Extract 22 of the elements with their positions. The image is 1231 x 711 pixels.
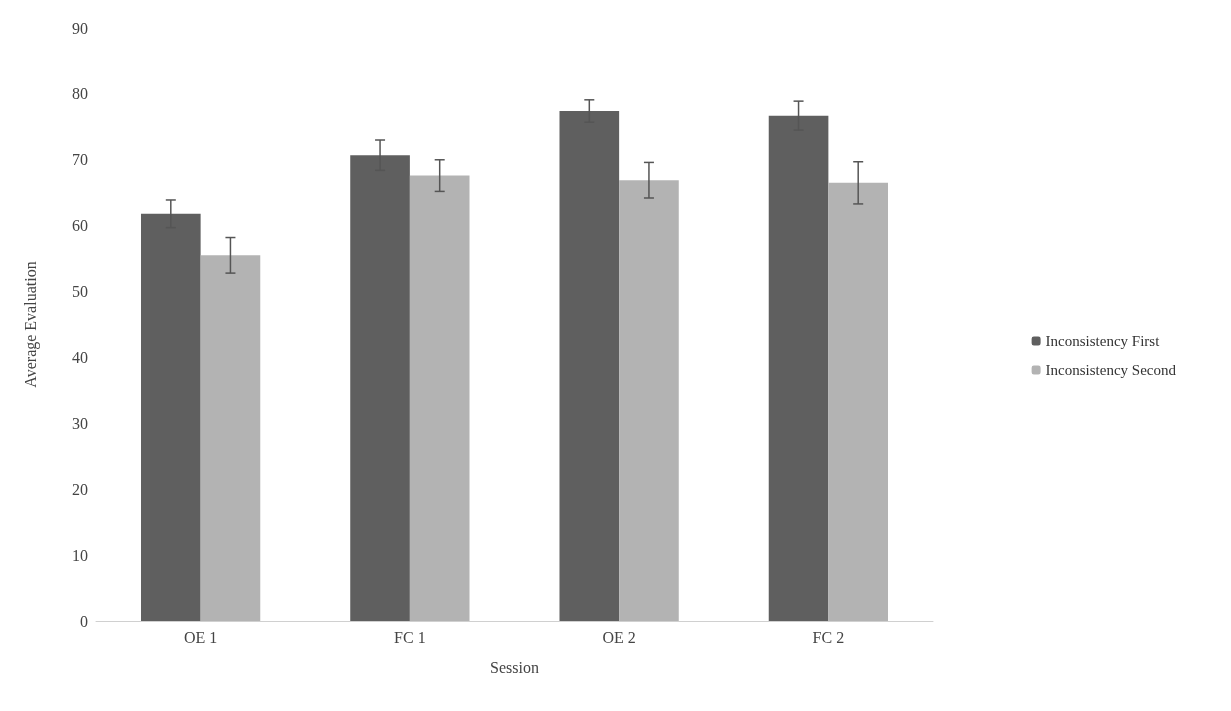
x-tick-label: FC 2 [812,628,845,646]
y-tick-label: 80 [72,85,88,103]
y-tick-label: 40 [72,348,88,366]
x-axis-title: Session [490,658,539,676]
y-tick-label: 90 [72,19,88,37]
y-tick-label: 0 [80,612,88,630]
y-tick-label: 20 [72,480,88,498]
y-tick-label: 30 [72,414,88,432]
bar [200,255,261,621]
bar [828,182,889,621]
bar [409,175,470,621]
bar [619,180,679,621]
y-axis-title: Average Evaluation [21,261,40,388]
y-tick-label: 60 [72,217,88,235]
y-tick-label: 50 [72,283,88,301]
legend-label: Inconsistency Second [1045,362,1177,378]
y-tick-label: 70 [72,151,88,169]
x-tick-label: FC 1 [394,628,426,646]
x-tick-label: OE 1 [183,628,218,646]
x-tick-label: OE 2 [602,628,636,646]
legend-label: Inconsistency First [1045,333,1161,349]
y-tick-label: 10 [72,546,88,564]
